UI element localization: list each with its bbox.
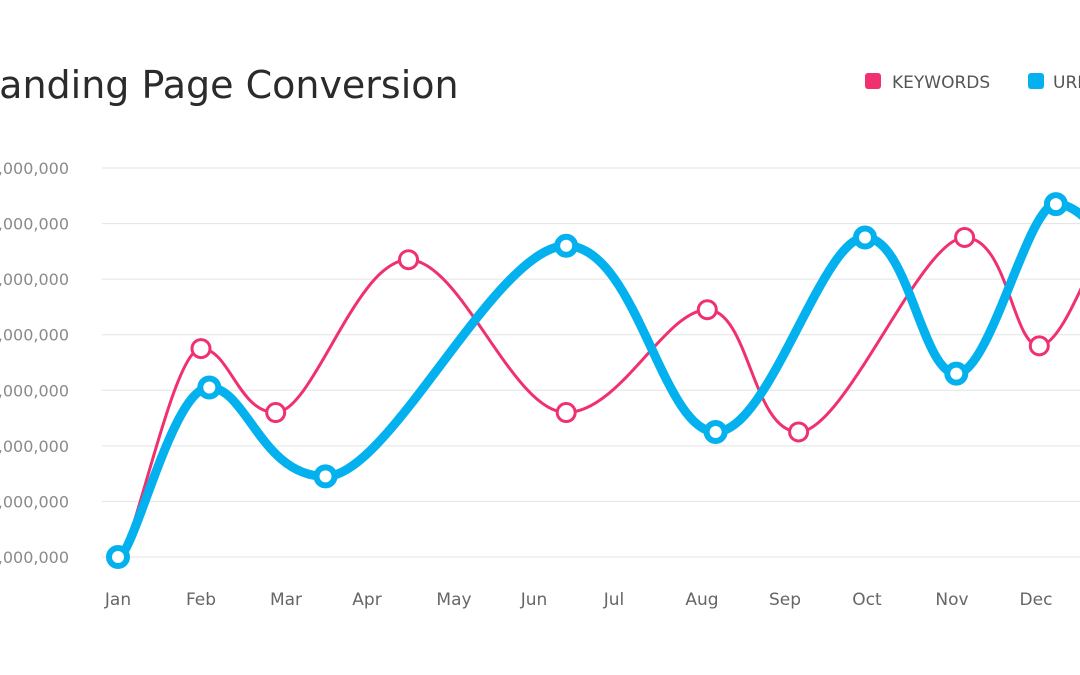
- y-tick-label: 7,000,000: [0, 215, 69, 234]
- series-markers: [106, 192, 1068, 569]
- y-tick-label: 2,000,000: [0, 492, 69, 511]
- x-tick-label: Oct: [852, 590, 882, 610]
- data-point-url: [703, 419, 728, 444]
- series-line-keywords: [116, 235, 1080, 559]
- legend-label-keywords: KEYWORDS: [892, 73, 990, 93]
- gridlines: [102, 167, 1080, 558]
- x-tick-label: Dec: [1020, 590, 1053, 610]
- y-tick-label: 8,000,000: [0, 159, 69, 178]
- legend: KEYWORDS URL: [865, 73, 1080, 93]
- chart-title: Landing Page Conversion: [0, 63, 459, 107]
- x-tick-label: Feb: [186, 590, 216, 610]
- data-point-url: [554, 233, 579, 258]
- series-line-url: [113, 199, 1080, 562]
- data-point-keywords: [190, 338, 212, 360]
- x-tick-label: May: [436, 590, 471, 610]
- data-point-keywords: [265, 402, 287, 424]
- y-tick-label: 6,000,000: [0, 270, 69, 289]
- legend-swatch-keywords: [865, 73, 881, 89]
- data-point-url: [853, 225, 877, 250]
- x-tick-label: Apr: [352, 590, 381, 610]
- data-point-keywords: [954, 226, 976, 248]
- data-point-keywords: [1028, 335, 1050, 357]
- data-point-url: [313, 464, 338, 489]
- x-tick-label: Aug: [685, 590, 718, 610]
- data-point-keywords: [788, 421, 810, 443]
- y-tick-label: 4,000,000: [0, 381, 69, 400]
- data-point-keywords: [398, 249, 419, 271]
- data-point-url: [944, 361, 969, 386]
- legend-swatch-url: [1028, 73, 1044, 89]
- y-tick-label: 5,000,000: [0, 326, 69, 345]
- x-tick-label: Nov: [935, 590, 968, 610]
- x-tick-label: Sep: [769, 590, 801, 610]
- series-lines: [113, 199, 1080, 562]
- y-tick-label: 3,000,000: [0, 437, 69, 456]
- legend-label-url: URL: [1053, 73, 1080, 93]
- data-point-url: [106, 545, 130, 569]
- x-tick-label: Mar: [270, 590, 302, 610]
- data-point-url: [197, 375, 222, 400]
- data-point-keywords: [696, 299, 718, 321]
- y-axis-ticks: 1,000,000 2,000,000 3,000,000 4,000,000 5,00…: [0, 159, 69, 567]
- x-tick-label: Jun: [520, 590, 548, 610]
- x-tick-label: Jul: [603, 590, 625, 610]
- data-point-url: [1043, 192, 1068, 217]
- y-tick-label: 1,000,000: [0, 548, 69, 567]
- data-point-keywords: [555, 402, 577, 424]
- x-axis-ticks: Jan Feb Mar Apr May Jun Jul Aug Sep Oct Nov Dec: [104, 590, 1053, 610]
- x-tick-label: Jan: [104, 590, 131, 610]
